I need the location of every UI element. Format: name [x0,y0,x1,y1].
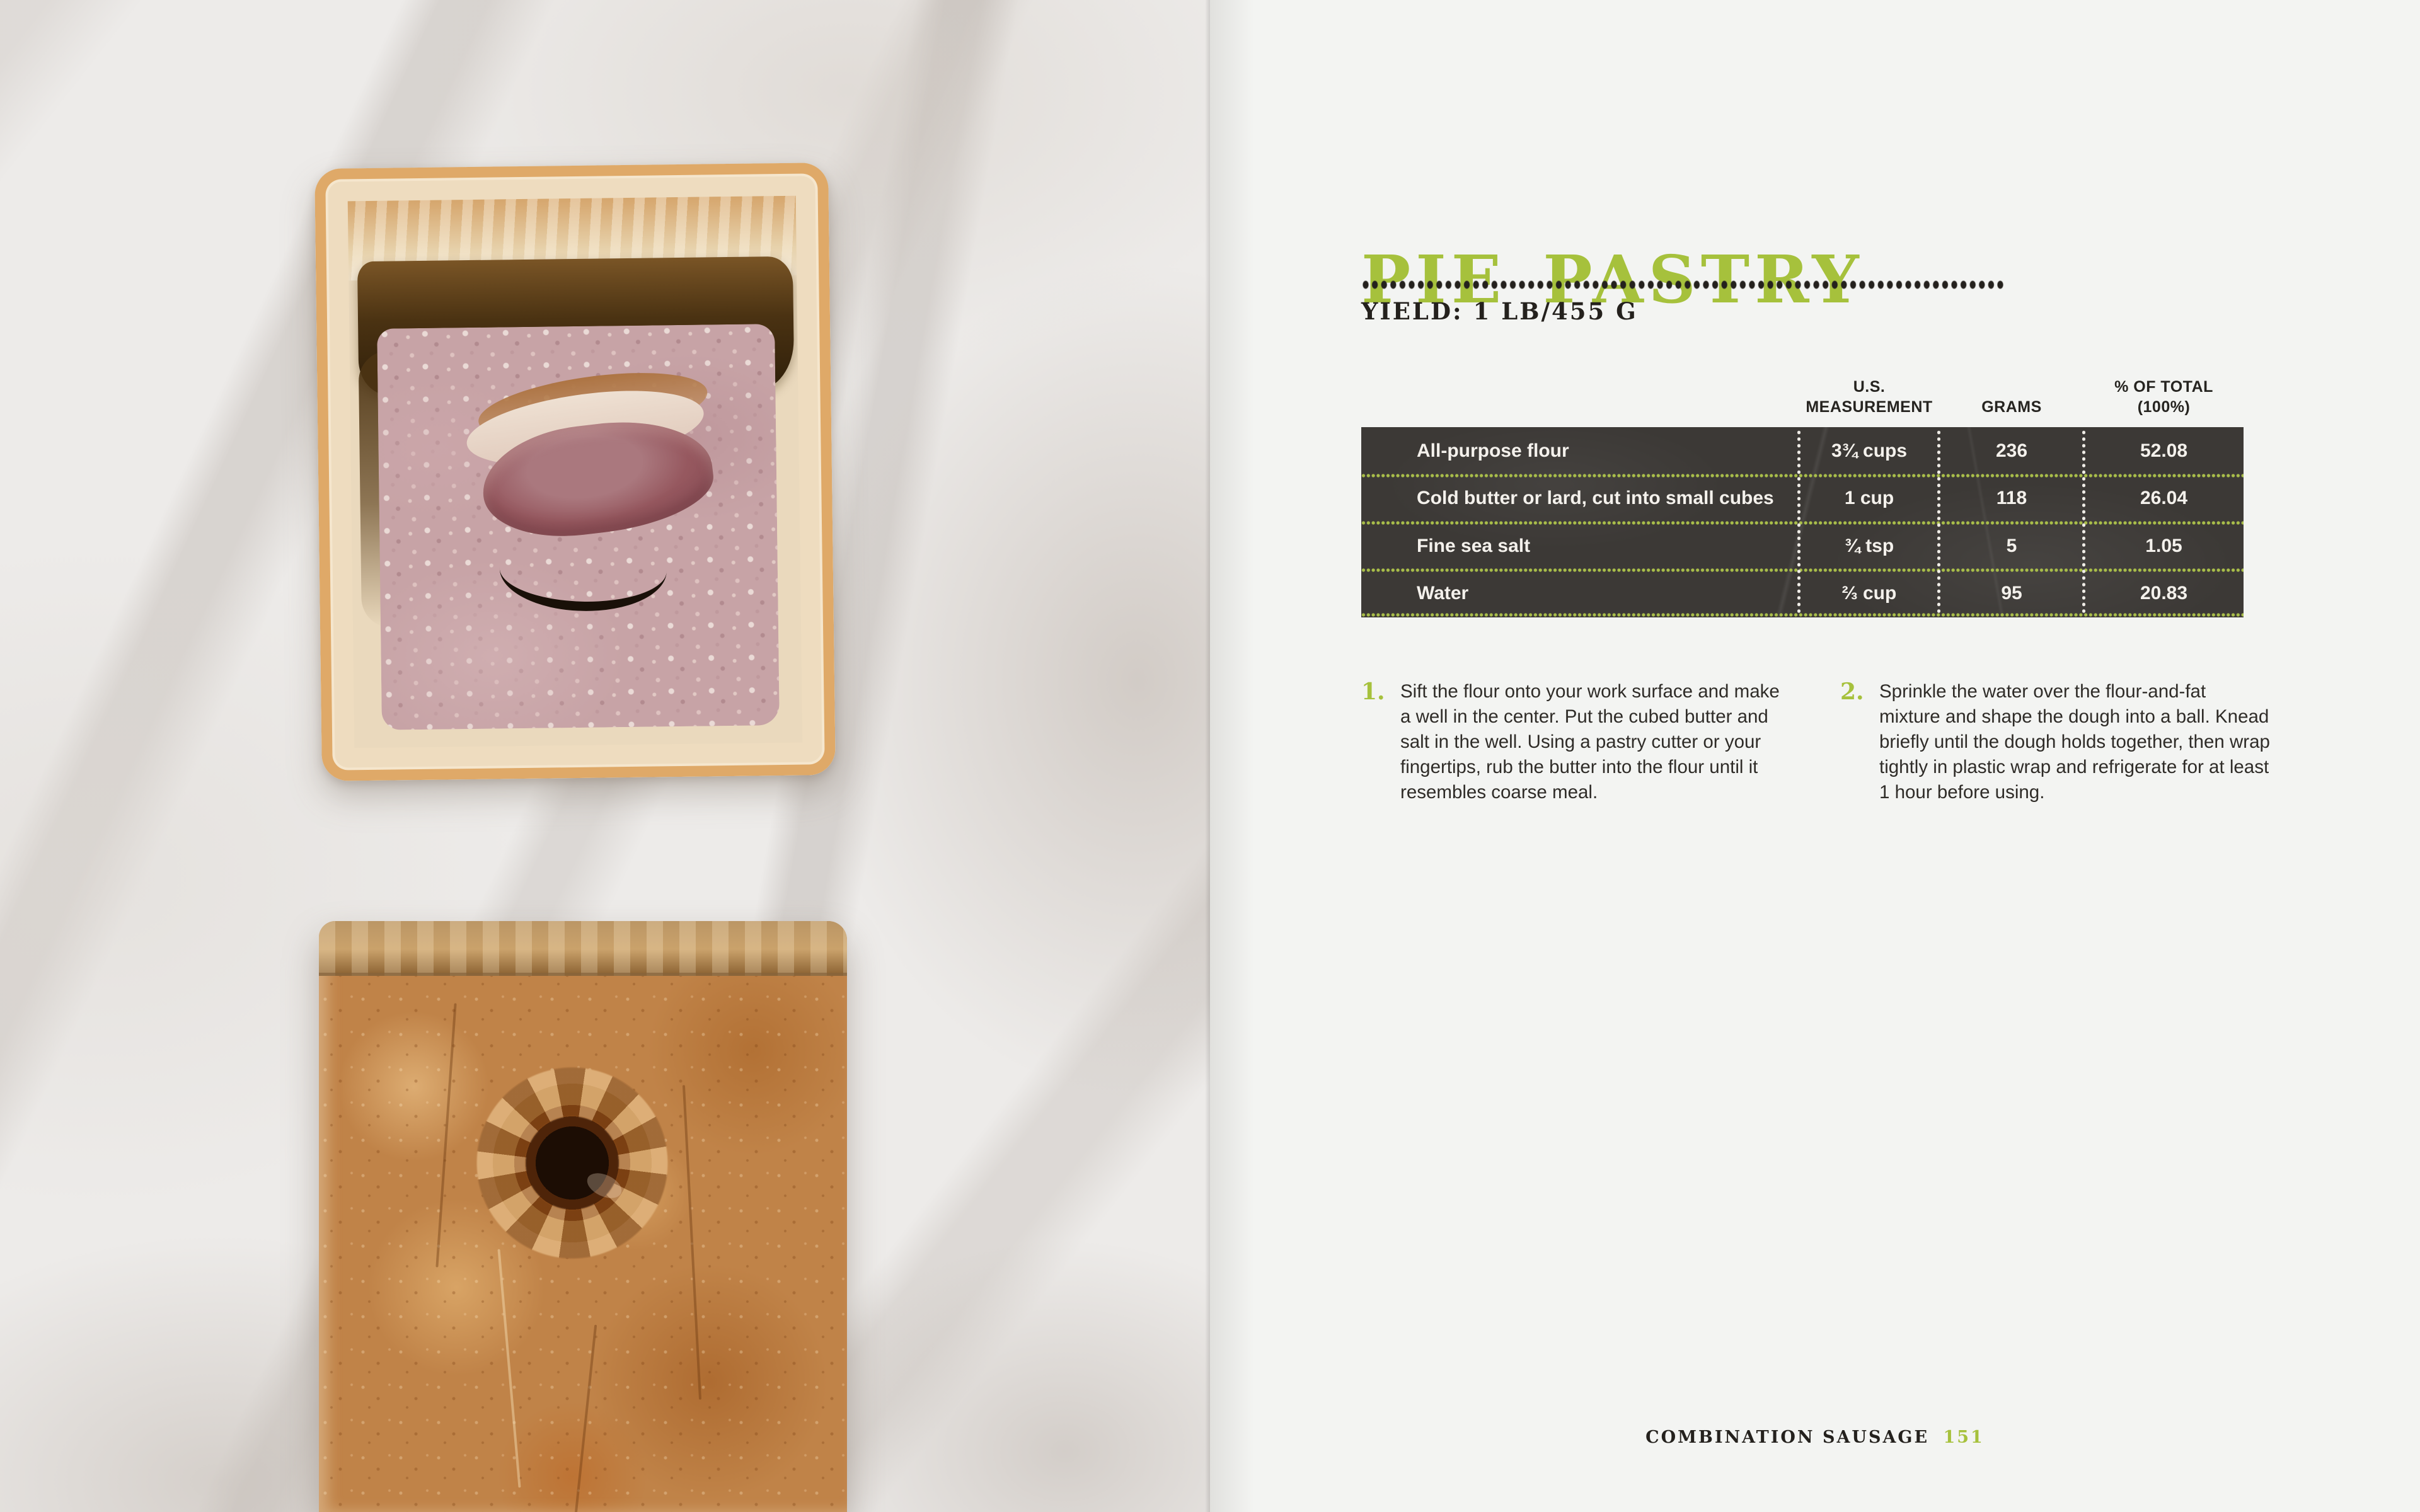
us-measurement-value: ⅔ cup [1841,583,1897,604]
ingredient-name: Water [1417,583,1469,604]
percent-value: 20.83 [2140,583,2188,604]
recipe-page: PIE PASTRY YIELD: 1 LB/455 G U.S. MEASUR… [1210,0,2420,1512]
table-row: Cold butter or lard, cut into small cube… [1361,475,2244,523]
table-row: Water ⅔ cup 95 20.83 [1361,570,2244,618]
grams-value: 5 [2006,535,2017,556]
column-divider-dotted [1797,430,1801,615]
crust-crack [682,1085,702,1400]
step-number: 2. [1840,679,1864,705]
forcemeat-filling [377,324,780,730]
ingredient-name: All-purpose flour [1417,440,1569,461]
table-body: All-purpose flour 3¾ cups 236 52.08 Cold… [1361,427,2244,617]
percent-value: 52.08 [2140,440,2188,461]
header-pct-line2: (100%) [2137,398,2191,416]
step-item: 1. Sift the flour onto your work surface… [1361,679,1791,805]
pastry-vent-hole [474,1065,671,1261]
header-us-line2: MEASUREMENT [1806,398,1933,416]
instructions: 1. Sift the flour onto your work surface… [1361,679,2270,805]
percent-value: 1.05 [2145,535,2182,556]
page-title: PIE PASTRY [1361,245,1864,314]
footer-page-number: 151 [1943,1428,1985,1447]
table-row: Fine sea salt ¾ tsp 5 1.05 [1361,522,2244,570]
page-footer: COMBINATION SAUSAGE 151 [1210,1428,2420,1447]
grams-value: 95 [2001,583,2022,604]
crust-crack [497,1249,521,1488]
ingredient-name: Fine sea salt [1417,535,1531,556]
pate-slice-photo [314,163,836,781]
ingredient-name: Cold butter or lard, cut into small cube… [1417,488,1774,509]
header-percent: % OF TOTAL (100%) [2084,377,2244,417]
loaf-end-wall [319,921,847,976]
column-divider-dotted [1937,430,1940,615]
left-page-photo [0,0,1210,1512]
header-us-measurement: U.S. MEASUREMENT [1799,377,1939,417]
header-grams: GRAMS [1981,398,2042,416]
footer-chapter: COMBINATION SAUSAGE [1645,1428,1930,1447]
grams-value: 118 [1996,488,2027,509]
yield-label: YIELD: 1 LB/455 G [1361,297,1638,325]
truffle-line [498,559,667,613]
header-us-line1: U.S. [1853,378,1886,396]
row-separator-dotted [1361,520,2244,525]
page-gutter [1205,0,1210,1512]
step-item: 2. Sprinkle the water over the flour-and… [1840,679,2270,805]
us-measurement-value: 1 cup [1844,488,1894,509]
step-number: 1. [1361,679,1385,705]
crust-crack [435,1003,457,1268]
step-text: Sift the flour onto your work surface an… [1400,681,1780,803]
table-row: All-purpose flour 3¾ cups 236 52.08 [1361,427,2244,475]
table-header-row: U.S. MEASUREMENT GRAMS % OF TOTAL (100%) [1361,377,2244,427]
row-separator-dotted [1361,568,2244,573]
crust-crack [572,1324,597,1512]
percent-value: 26.04 [2140,488,2188,509]
step-text: Sprinkle the water over the flour-and-fa… [1879,681,2270,803]
us-measurement-value: 3¾ cups [1831,440,1908,461]
column-divider-dotted [2082,430,2085,615]
pate-loaf-photo [319,921,847,1512]
grams-value: 236 [1995,440,2028,461]
row-separator-dotted [1361,473,2244,478]
table-bottom-dotted [1361,612,2244,617]
title-dotted-rule [1361,280,2005,290]
ingredients-table: U.S. MEASUREMENT GRAMS % OF TOTAL (100%)… [1361,377,2244,617]
header-pct-line1: % OF TOTAL [2114,378,2213,396]
us-measurement-value: ¾ tsp [1844,535,1894,556]
